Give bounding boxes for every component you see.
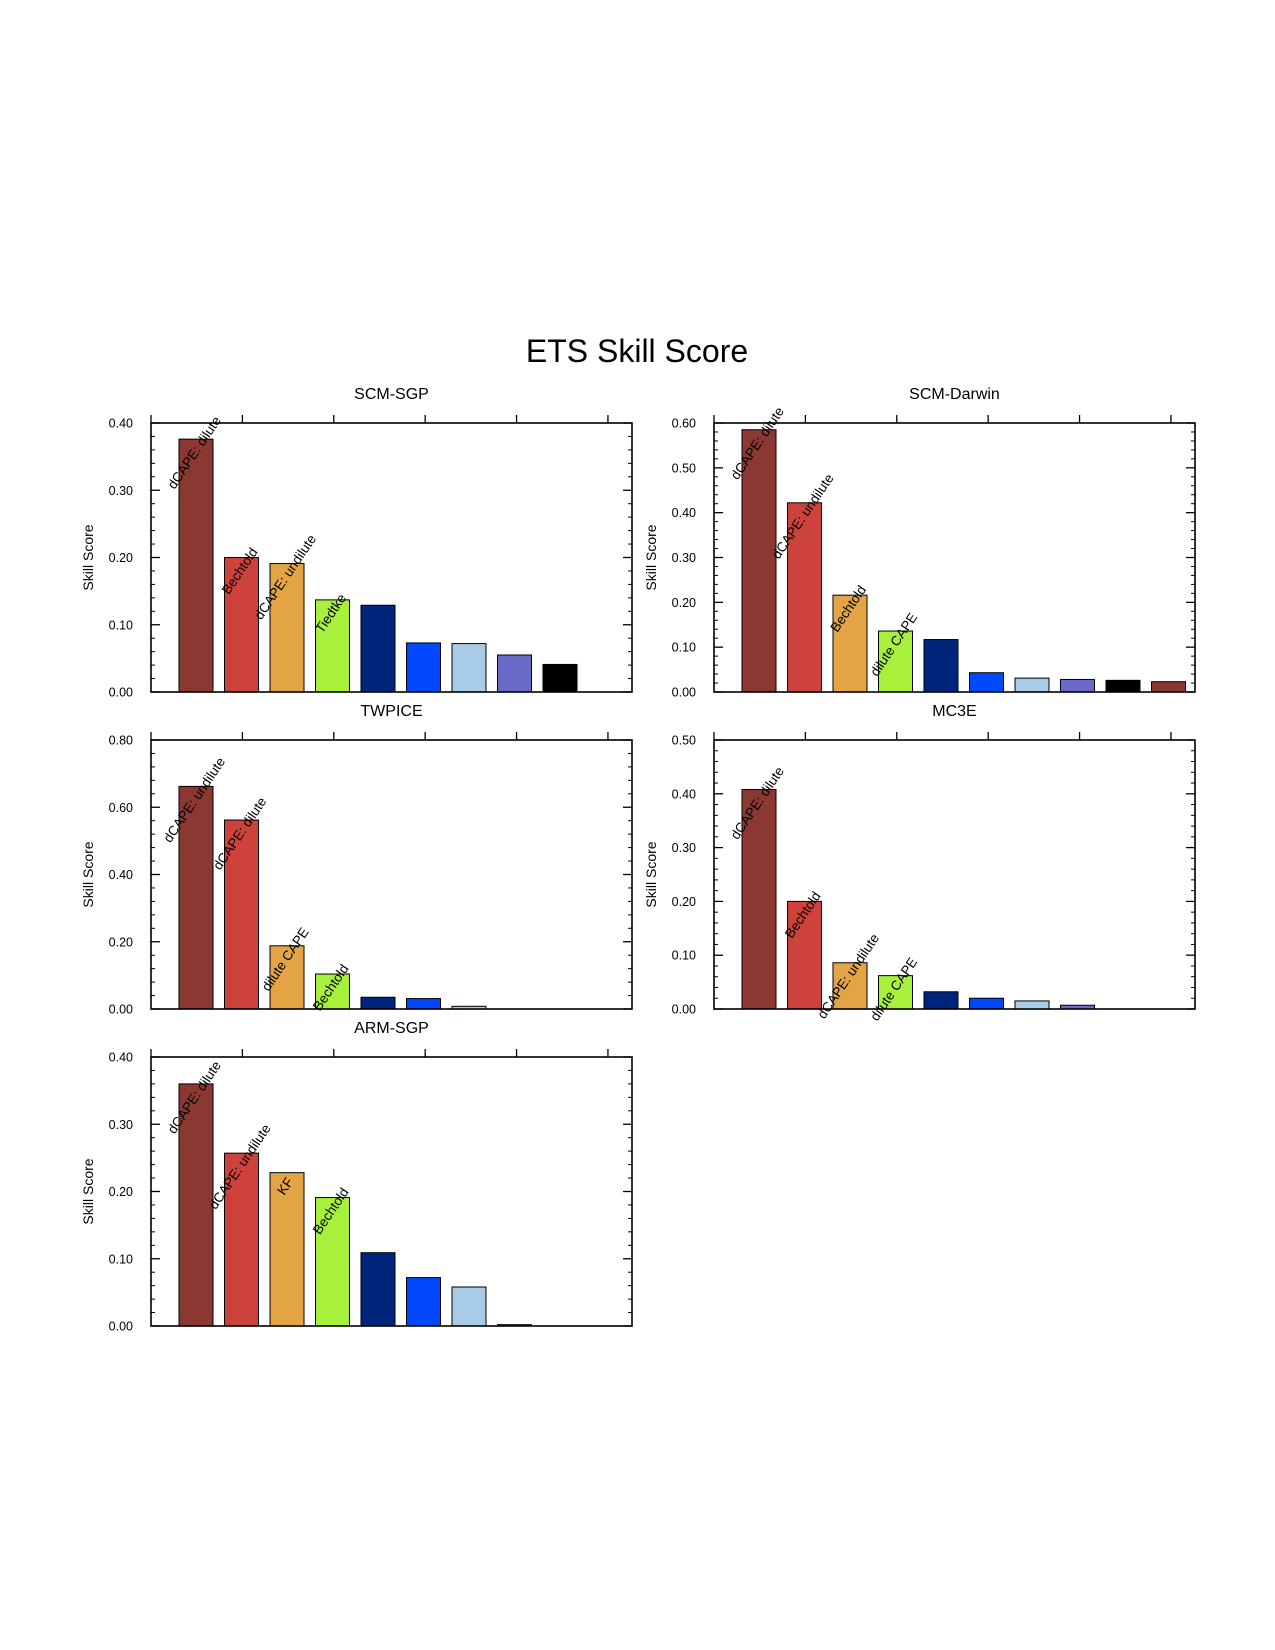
- plot-frame: [713, 739, 1196, 1010]
- bar: [923, 991, 959, 1010]
- y-axis-label: Skill Score: [643, 841, 659, 907]
- panel-title: SCM-Darwin: [909, 386, 1000, 403]
- y-tick-label: 0.20: [109, 551, 133, 565]
- bar: [969, 672, 1004, 693]
- bar: [497, 654, 532, 693]
- y-tick-label: 0.20: [672, 596, 696, 610]
- bar: [832, 962, 868, 1010]
- bar: [269, 563, 305, 693]
- y-tick-label: 0.20: [109, 935, 133, 949]
- bar: [1014, 677, 1050, 693]
- y-tick-label: 0.00: [672, 686, 696, 700]
- y-tick-label: 0.30: [109, 1118, 133, 1132]
- y-tick-label: 0.40: [109, 417, 133, 431]
- bar: [360, 1252, 396, 1327]
- y-tick-label: 0.60: [672, 417, 696, 431]
- bar: [315, 973, 350, 1010]
- figure-title: ETS Skill Score: [526, 333, 748, 369]
- y-tick-label: 0.10: [109, 1252, 133, 1266]
- y-tick-label: 0.20: [672, 895, 696, 909]
- bar: [406, 642, 441, 693]
- y-tick-label: 0.10: [672, 949, 696, 963]
- bar: [1151, 681, 1186, 693]
- bar: [1060, 678, 1095, 693]
- plot-frame: [150, 1056, 633, 1327]
- y-axis-label: Skill Score: [643, 524, 659, 590]
- y-axis-label: Skill Score: [80, 1158, 96, 1224]
- bar: [878, 630, 913, 693]
- bar: [741, 788, 777, 1010]
- y-tick-label: 0.10: [109, 618, 133, 632]
- bar: [451, 1286, 487, 1327]
- bar: [969, 997, 1004, 1010]
- y-tick-label: 0.40: [672, 506, 696, 520]
- y-tick-label: 0.00: [109, 1003, 133, 1017]
- panel-title: TWPICE: [360, 703, 422, 720]
- y-tick-label: 0.50: [672, 734, 696, 748]
- panel-title: MC3E: [932, 703, 976, 720]
- bar: [224, 1152, 259, 1327]
- y-tick-label: 0.60: [109, 801, 133, 815]
- y-axis-label: Skill Score: [80, 841, 96, 907]
- bar: [451, 643, 487, 693]
- plot-frame: [150, 739, 633, 1010]
- bar: [269, 945, 305, 1010]
- bar: [178, 438, 214, 693]
- bar: [741, 429, 777, 693]
- y-tick-label: 0.30: [672, 841, 696, 855]
- bar: [1014, 1000, 1050, 1010]
- bar: [923, 639, 959, 693]
- y-tick-label: 0.40: [109, 1051, 133, 1065]
- bar: [224, 819, 259, 1010]
- bar: [542, 663, 578, 693]
- y-tick-label: 0.80: [109, 734, 133, 748]
- y-tick-label: 0.00: [109, 686, 133, 700]
- bar: [1105, 679, 1141, 693]
- y-tick-label: 0.00: [109, 1320, 133, 1334]
- y-tick-label: 0.30: [672, 551, 696, 565]
- y-tick-label: 0.50: [672, 461, 696, 475]
- y-tick-label: 0.30: [109, 484, 133, 498]
- bar: [406, 1277, 441, 1327]
- bar: [315, 1197, 350, 1327]
- y-tick-label: 0.10: [672, 641, 696, 655]
- bar: [832, 594, 868, 693]
- y-tick-label: 0.20: [109, 1185, 133, 1199]
- bar: [787, 502, 822, 693]
- bar: [178, 1083, 214, 1327]
- bar: [406, 998, 441, 1010]
- bar: [224, 557, 259, 693]
- bar: [360, 996, 396, 1010]
- bar: [360, 604, 396, 693]
- y-tick-label: 0.40: [672, 787, 696, 801]
- y-axis-label: Skill Score: [80, 524, 96, 590]
- plot-frame: [150, 422, 633, 693]
- panel-title: ARM-SGP: [354, 1020, 429, 1037]
- bar: [787, 900, 822, 1010]
- y-tick-label: 0.40: [109, 868, 133, 882]
- y-tick-label: 0.00: [672, 1003, 696, 1017]
- plot-frame: [713, 422, 1196, 693]
- bar: [178, 785, 214, 1010]
- panel-title: SCM-SGP: [354, 386, 429, 403]
